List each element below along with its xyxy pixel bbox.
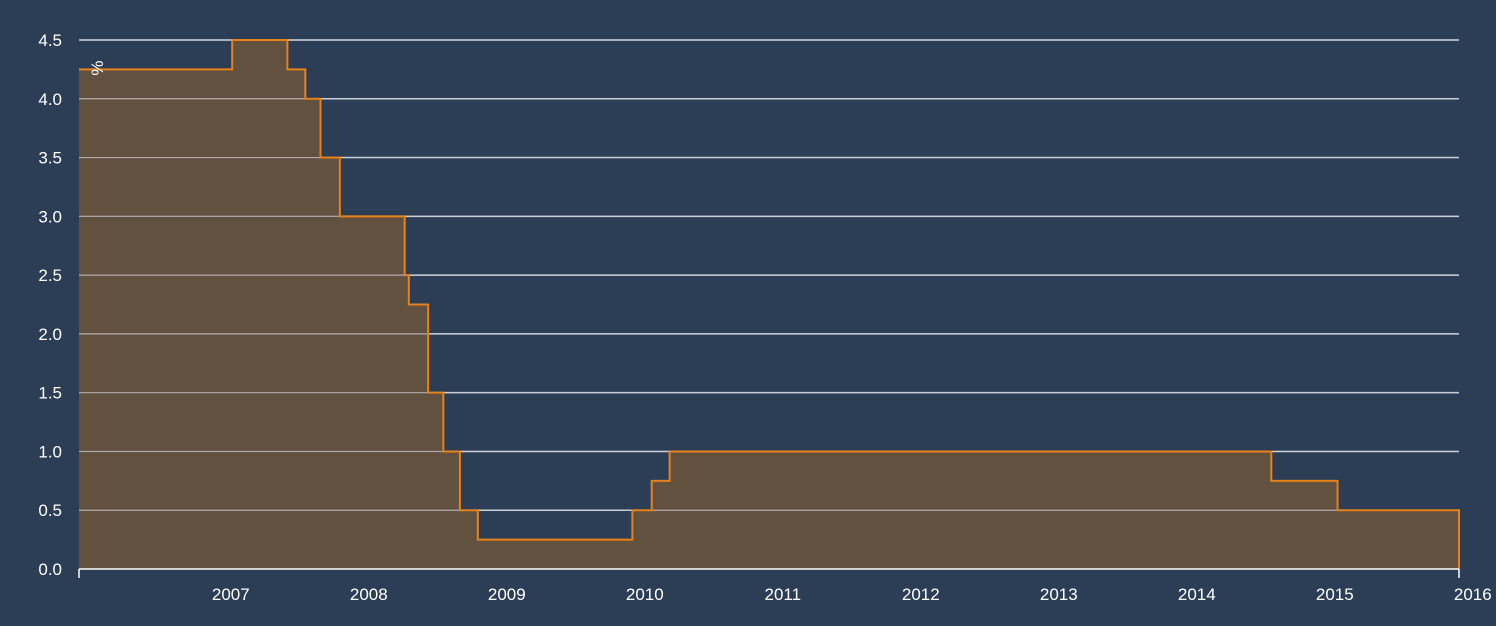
y-tick-label: 1.5 [38, 384, 62, 403]
plot-area [79, 39, 1460, 569]
x-tick-label: 2007 [212, 585, 250, 604]
x-tick-label: 2014 [1178, 585, 1216, 604]
y-unit-label: % [88, 60, 107, 75]
y-tick-label: 3.5 [38, 149, 62, 168]
x-tick-label: 2010 [626, 585, 664, 604]
y-tick-label: 0.5 [38, 501, 62, 520]
x-tick-label: 2009 [488, 585, 526, 604]
y-tick-label: 4.5 [38, 31, 62, 50]
y-tick-label: 2.5 [38, 266, 62, 285]
x-tick-label: 2013 [1040, 585, 1078, 604]
x-axis-tick-labels: 2007 2008 2009 2010 2011 2012 2013 2014 2015 2016 [212, 585, 1492, 604]
y-axis-tick-labels: 0.0 0.5 1.0 1.5 2.0 2.5 3.0 3.5 4.0 4.5 [38, 31, 62, 579]
x-tick-label: 2011 [765, 585, 802, 604]
x-axis [78, 568, 1460, 578]
x-tick-label: 2008 [350, 585, 388, 604]
y-tick-label: 0.0 [38, 560, 62, 579]
y-tick-label: 2.0 [38, 325, 62, 344]
rate-area-fill [79, 40, 1459, 569]
rate-step-line [79, 39, 1460, 569]
x-tick-label: 2016 [1454, 585, 1492, 604]
y-tick-label: 4.0 [38, 90, 62, 109]
y-tick-label: 3.0 [38, 207, 62, 226]
x-tick-label: 2015 [1316, 585, 1354, 604]
x-tick-label: 2012 [902, 585, 940, 604]
y-tick-label: 1.0 [38, 442, 62, 461]
